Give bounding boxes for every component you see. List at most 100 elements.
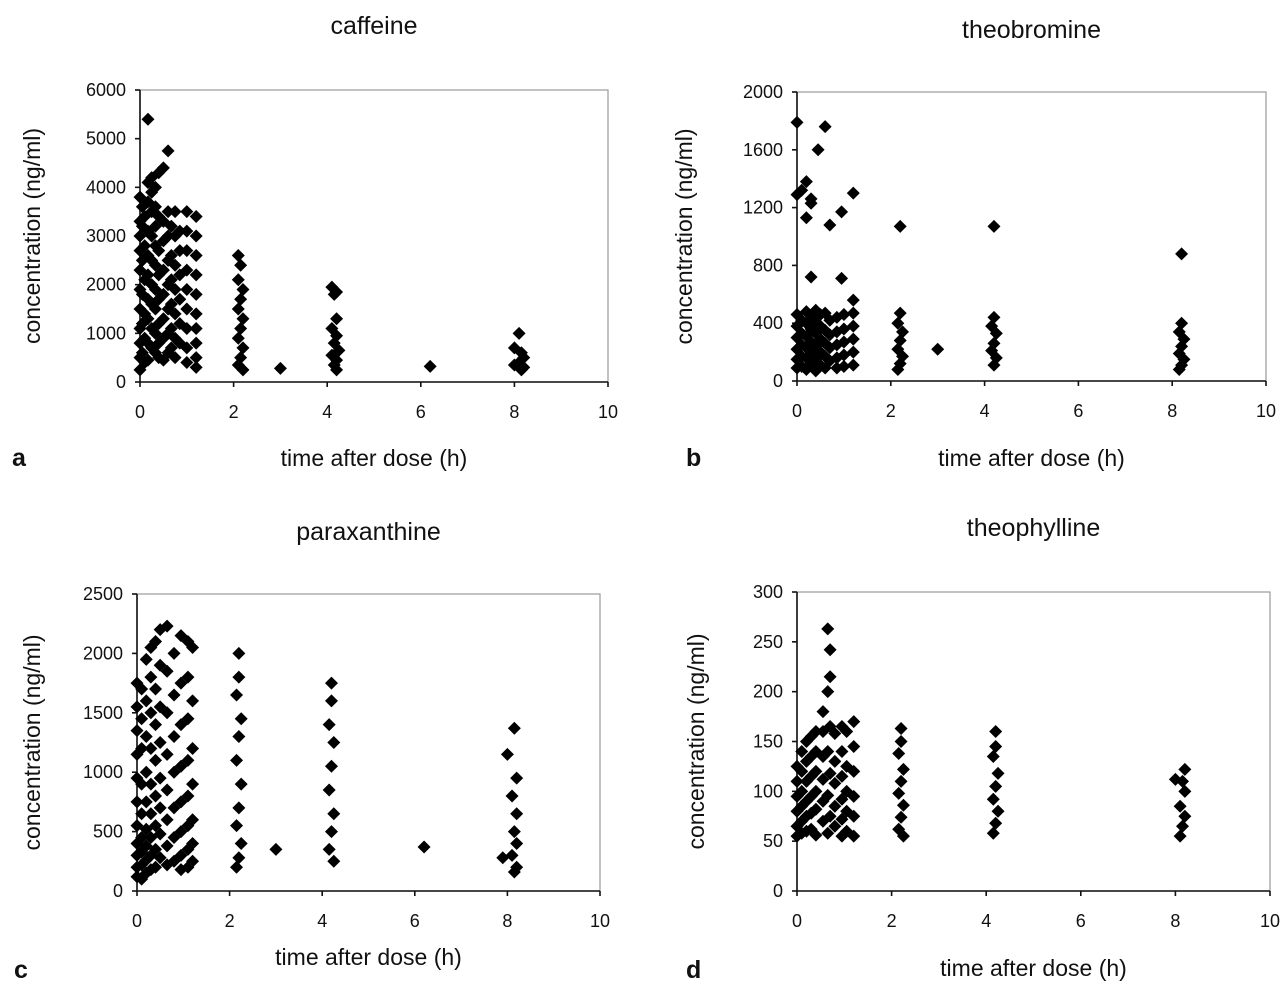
- data-point: [189, 248, 203, 262]
- data-point: [180, 283, 194, 297]
- data-point: [135, 777, 149, 791]
- data-point: [231, 302, 245, 316]
- data-point: [173, 224, 187, 238]
- chart-title: caffeine: [330, 12, 417, 40]
- x-tick-label: 0: [132, 911, 142, 931]
- data-point: [500, 747, 514, 761]
- data-point: [828, 776, 842, 790]
- data-point: [989, 779, 1003, 793]
- data-point: [189, 229, 203, 243]
- data-point: [507, 825, 521, 839]
- data-point: [512, 326, 526, 340]
- data-point: [324, 825, 338, 839]
- chart-panel-c: 0 500 1000 1500 2000 2500 0 2 4 6 8 10 paraxanthine t…: [14, 518, 610, 983]
- data-point: [130, 700, 144, 714]
- data-point: [167, 688, 181, 702]
- data-point: [141, 312, 155, 326]
- data-point: [507, 358, 521, 372]
- chart-title: theobromine: [962, 16, 1101, 44]
- data-point: [160, 664, 174, 678]
- x-axis-label: time after dose (h): [940, 955, 1127, 981]
- data-point: [846, 358, 860, 372]
- data-point: [821, 685, 835, 699]
- y-tick-label: 2000: [743, 82, 783, 102]
- data-point: [989, 739, 1003, 753]
- data-point: [164, 273, 178, 287]
- data-point: [144, 706, 158, 720]
- data-point: [144, 807, 158, 821]
- data-point: [273, 361, 287, 375]
- data-point: [139, 652, 153, 666]
- data-point: [164, 219, 178, 233]
- data-point: [168, 258, 182, 272]
- data-point: [189, 307, 203, 321]
- data-point: [231, 331, 245, 345]
- data-point: [189, 360, 203, 374]
- data-point: [327, 736, 341, 749]
- x-tick-label: 6: [1073, 401, 1083, 421]
- data-point: [847, 739, 861, 753]
- data-point: [161, 205, 175, 219]
- data-point: [269, 842, 283, 856]
- data-point: [809, 764, 823, 778]
- data-point: [986, 826, 1000, 840]
- data-point: [231, 273, 245, 287]
- data-point: [846, 293, 860, 307]
- data-point: [180, 205, 194, 219]
- data-point: [892, 786, 906, 800]
- data-point: [894, 722, 908, 736]
- data-point: [149, 682, 163, 696]
- data-point: [510, 807, 524, 821]
- data-point: [837, 308, 851, 322]
- data-point: [234, 321, 248, 335]
- x-tick-label: 4: [317, 911, 327, 931]
- y-tick-label: 0: [773, 881, 783, 901]
- data-point: [846, 306, 860, 320]
- data-point: [1173, 829, 1187, 843]
- data-point: [818, 120, 832, 134]
- y-tick-label: 6000: [86, 80, 126, 100]
- data-point: [795, 784, 809, 798]
- y-tick-label: 100: [753, 781, 783, 801]
- data-point: [189, 321, 203, 335]
- data-point: [189, 287, 203, 301]
- data-point: [795, 744, 809, 758]
- data-point: [795, 183, 809, 197]
- panel-label: d: [686, 956, 701, 983]
- data-point: [141, 353, 155, 367]
- data-point: [156, 161, 170, 175]
- data-point: [135, 682, 149, 696]
- data-point: [149, 789, 163, 803]
- data-point: [168, 205, 182, 219]
- data-point: [186, 813, 200, 827]
- data-point: [790, 774, 804, 788]
- data-point: [507, 721, 521, 735]
- data-point: [989, 725, 1003, 739]
- data-point: [189, 336, 203, 350]
- data-point: [180, 224, 194, 238]
- data-point: [991, 804, 1005, 818]
- data-point: [894, 735, 908, 748]
- data-point: [153, 801, 167, 815]
- data-point: [1178, 809, 1192, 823]
- data-point: [846, 345, 860, 359]
- x-axis-label: time after dose (h): [275, 944, 462, 970]
- data-point: [989, 816, 1003, 830]
- data-point: [847, 789, 861, 803]
- data-point: [821, 744, 835, 758]
- y-tick-label: 1600: [743, 140, 783, 160]
- panel-label: a: [12, 444, 27, 472]
- data-point: [130, 724, 144, 738]
- data-point: [139, 730, 153, 744]
- data-point: [180, 356, 194, 370]
- x-tick-label: 10: [1260, 911, 1280, 931]
- data-point: [144, 670, 158, 684]
- data-point: [236, 312, 250, 326]
- data-point: [846, 186, 860, 200]
- data-point: [891, 316, 905, 330]
- data-point: [1178, 784, 1192, 798]
- data-point: [167, 730, 181, 744]
- data-point: [896, 829, 910, 843]
- plot-frame: [136, 593, 601, 892]
- data-point: [130, 795, 144, 809]
